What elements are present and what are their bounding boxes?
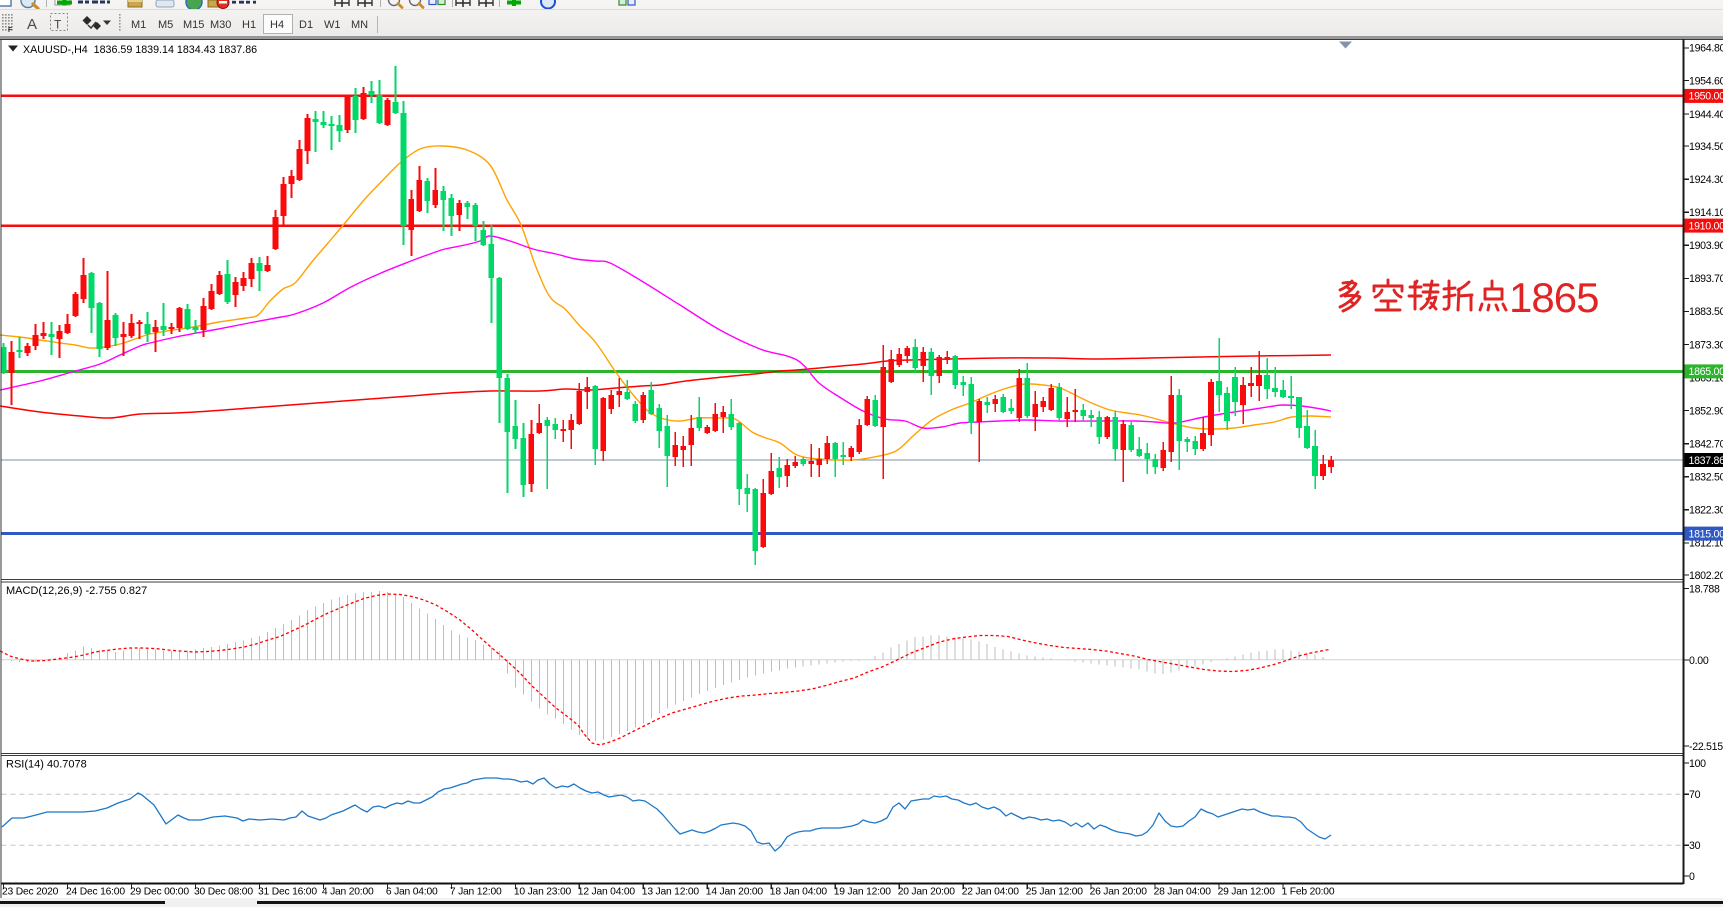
svg-text:M5: M5 [158, 19, 173, 31]
svg-text:1944.40: 1944.40 [1689, 109, 1723, 121]
svg-text:1910.00: 1910.00 [1689, 220, 1723, 232]
svg-text:100: 100 [1689, 758, 1706, 770]
svg-text:M1: M1 [131, 19, 146, 31]
svg-text:13 Jan 12:00: 13 Jan 12:00 [642, 887, 700, 898]
svg-text:1 Feb 20:00: 1 Feb 20:00 [1282, 887, 1335, 898]
svg-text:1832.50: 1832.50 [1689, 472, 1723, 484]
svg-text:1852.90: 1852.90 [1689, 405, 1723, 417]
svg-text:1842.70: 1842.70 [1689, 439, 1723, 451]
svg-text:12 Jan 04:00: 12 Jan 04:00 [578, 887, 636, 898]
svg-text:0.00: 0.00 [1689, 655, 1709, 667]
svg-text:1802.20: 1802.20 [1689, 570, 1723, 582]
svg-text:1865.00: 1865.00 [1689, 366, 1723, 378]
svg-text:18.788: 18.788 [1689, 583, 1720, 595]
svg-text:M30: M30 [210, 19, 231, 31]
svg-text:T: T [54, 18, 62, 32]
svg-text:7 Jan 12:00: 7 Jan 12:00 [450, 887, 502, 898]
svg-text:20 Jan 20:00: 20 Jan 20:00 [898, 887, 956, 898]
svg-text:W1: W1 [324, 19, 341, 31]
svg-text:1865: 1865 [1509, 274, 1598, 321]
svg-text:MN: MN [351, 19, 368, 31]
svg-text:1954.60: 1954.60 [1689, 75, 1723, 87]
svg-text:1822.30: 1822.30 [1689, 505, 1723, 517]
svg-text:1812.10: 1812.10 [1689, 538, 1723, 550]
svg-text:MACD(12,26,9) -2.755 0.827: MACD(12,26,9) -2.755 0.827 [6, 585, 147, 597]
svg-text:18 Jan 04:00: 18 Jan 04:00 [770, 887, 828, 898]
svg-text:19 Jan 12:00: 19 Jan 12:00 [834, 887, 892, 898]
svg-text:RSI(14) 40.7078: RSI(14) 40.7078 [6, 759, 87, 771]
svg-text:1873.30: 1873.30 [1689, 339, 1723, 351]
svg-text:1815.00: 1815.00 [1689, 528, 1723, 540]
svg-text:26 Jan 20:00: 26 Jan 20:00 [1090, 887, 1148, 898]
svg-text:A: A [27, 16, 37, 33]
svg-text:1950.00: 1950.00 [1689, 91, 1723, 103]
svg-text:F: F [8, 27, 13, 34]
svg-text:1837.86: 1837.86 [1689, 455, 1723, 467]
svg-text:1914.10: 1914.10 [1689, 207, 1723, 219]
svg-text:1883.50: 1883.50 [1689, 306, 1723, 318]
svg-text:D1: D1 [299, 19, 313, 31]
svg-text:29 Jan 12:00: 29 Jan 12:00 [1218, 887, 1276, 898]
svg-text:XAUUSD-,H4 1836.59 1839.14 18: XAUUSD-,H4 1836.59 1839.14 1834.43 1837.… [23, 44, 257, 56]
svg-text:1903.90: 1903.90 [1689, 240, 1723, 252]
svg-text:10 Jan 23:00: 10 Jan 23:00 [514, 887, 572, 898]
svg-text:1893.70: 1893.70 [1689, 273, 1723, 285]
svg-text:0: 0 [1689, 871, 1695, 883]
svg-text:-22.515: -22.515 [1689, 741, 1723, 753]
svg-text:70: 70 [1689, 789, 1701, 801]
svg-text:28 Jan 04:00: 28 Jan 04:00 [1154, 887, 1212, 898]
svg-text:30 Dec 08:00: 30 Dec 08:00 [194, 887, 253, 898]
svg-text:24 Dec 16:00: 24 Dec 16:00 [66, 887, 125, 898]
svg-text:25 Jan 12:00: 25 Jan 12:00 [1026, 887, 1084, 898]
svg-text:M15: M15 [183, 19, 204, 31]
svg-text:1924.30: 1924.30 [1689, 174, 1723, 186]
svg-text:23 Dec 2020: 23 Dec 2020 [2, 887, 59, 898]
svg-text:31 Dec 16:00: 31 Dec 16:00 [258, 887, 317, 898]
svg-text:14 Jan 20:00: 14 Jan 20:00 [706, 887, 764, 898]
svg-text:29 Dec 00:00: 29 Dec 00:00 [130, 887, 189, 898]
svg-text:22 Jan 04:00: 22 Jan 04:00 [962, 887, 1020, 898]
svg-text:6 Jan 04:00: 6 Jan 04:00 [386, 887, 438, 898]
svg-text:H1: H1 [242, 19, 256, 31]
svg-text:4 Jan 20:00: 4 Jan 20:00 [322, 887, 374, 898]
svg-text:H4: H4 [270, 19, 284, 31]
svg-text:30: 30 [1689, 840, 1701, 852]
svg-text:1934.50: 1934.50 [1689, 141, 1723, 153]
svg-text:1964.80: 1964.80 [1689, 43, 1723, 55]
